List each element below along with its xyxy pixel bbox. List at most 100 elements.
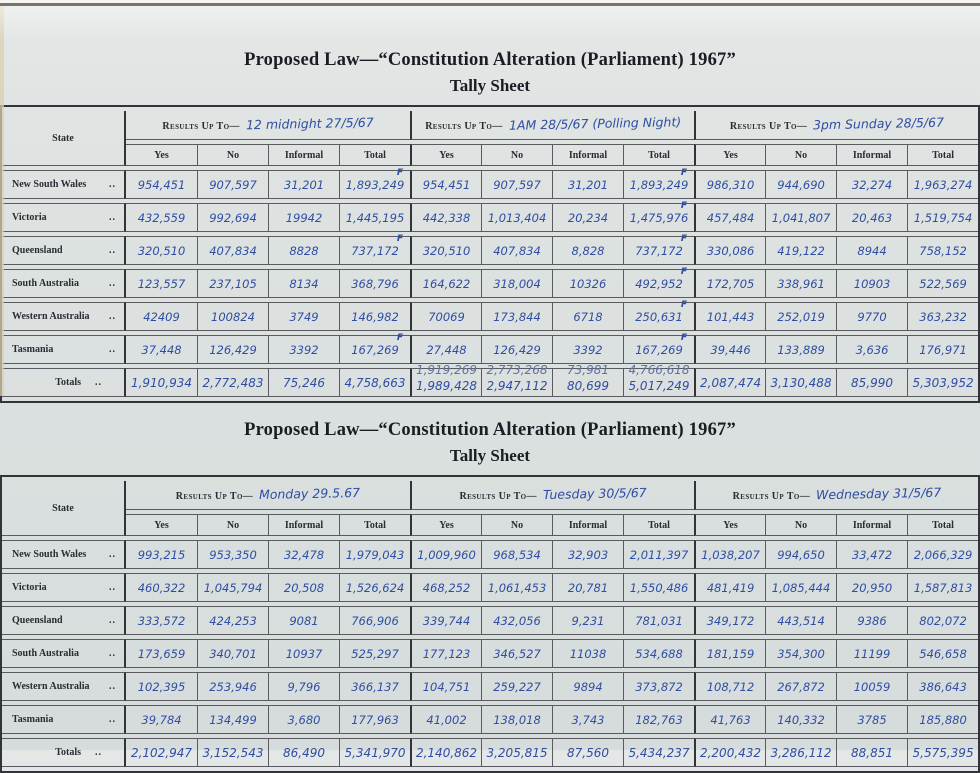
state-name-inner: Victoria..: [12, 582, 116, 593]
handwritten-figure: 20,950: [851, 580, 893, 595]
handwritten-figure: 101,443: [706, 309, 755, 324]
result-cell-informal: 11199: [836, 639, 908, 668]
state-name-inner: Totals..: [12, 747, 116, 758]
result-cell-no: 354,300: [765, 639, 837, 668]
state-row-queensland: Queensland.. 333,572 424,253 9081 766,906 339…: [2, 606, 979, 635]
result-cell-no: 907,597: [481, 170, 552, 199]
handwritten-figure: 2,200,432: [699, 745, 762, 760]
group-header-monday: Results Up To— Monday 29.5.67: [126, 481, 411, 510]
result-cell-informal: 9386: [836, 606, 908, 635]
leader-dots: ..: [109, 648, 116, 659]
handwritten-figure: 259,227: [493, 679, 541, 694]
handwritten-figure: 986,310: [706, 177, 755, 192]
handwritten-figure: 1,009,960: [417, 547, 476, 562]
result-cell-informal: 9081: [268, 606, 339, 635]
handwritten-figure: 968,534: [493, 547, 541, 562]
state-name-inner: Tasmania..: [12, 714, 116, 725]
state-name: Queensland: [12, 615, 63, 626]
handwritten-figure: 468,252: [422, 580, 471, 595]
page-subtitle-sheet2: Tally Sheet: [449, 446, 531, 465]
state-row-western-australia: Western Australia.. 42409 100824 3749 146,98…: [2, 300, 979, 331]
handwritten-figure: 252,019: [777, 309, 825, 324]
handwritten-figure: 41,002: [426, 712, 467, 727]
handwritten-figure: 185,880: [919, 712, 967, 727]
result-cell-informal: 3749: [268, 302, 339, 331]
state-name-cell: Queensland..: [2, 606, 126, 635]
handwritten-figure: 134,499: [209, 712, 257, 727]
result-cell-yes: 339,744: [410, 606, 482, 635]
result-cell-no: 134,499: [197, 705, 268, 734]
handwritten-figure: 138,018: [493, 712, 541, 727]
result-cell-total: 250,631 F: [623, 300, 695, 331]
column-header-informal: Informal: [836, 144, 908, 166]
handwritten-figure: 3,205,815: [486, 745, 548, 760]
result-cell-informal: 32,903: [552, 540, 624, 569]
handwritten-figure: 31,201: [567, 177, 609, 192]
handwritten-figure: 424,253: [209, 613, 257, 628]
handwritten-figure: 133,889: [777, 342, 825, 357]
column-header-total: Total: [623, 144, 695, 166]
handwritten-date: Monday 29.5.67: [259, 484, 361, 503]
column-header-informal: Informal: [268, 514, 339, 536]
result-cell-informal: 9,796: [268, 672, 339, 701]
result-cell-total: 1,475,976 F: [623, 201, 695, 232]
handwritten-figure: 100824: [211, 309, 255, 324]
result-cell-total: 177,963: [339, 705, 411, 734]
handwritten-figure: 3,286,112: [770, 745, 832, 760]
state-row-south-australia: South Australia.. 123,557 237,105 8134 368,7…: [2, 267, 979, 298]
state-name: South Australia: [12, 278, 79, 289]
handwritten-figure: 373,872: [635, 679, 683, 694]
totals-row: Totals.. 1,910,934 2,772,483 75,246 4,758,66…: [2, 364, 979, 397]
handwritten-figure: 320,510: [137, 243, 186, 258]
state-name: New South Wales: [12, 179, 87, 190]
state-name-inner: New South Wales..: [12, 179, 116, 190]
column-header-total: Total: [339, 144, 410, 166]
result-cell-yes: 181,159: [694, 639, 766, 668]
handwritten-figure: 20,781: [567, 580, 609, 595]
final-flag: F: [680, 201, 688, 211]
handwritten-figure: 3,680: [287, 712, 321, 727]
result-cell-total: 167,269 F: [339, 333, 410, 364]
result-cell-total: 5,575,395: [907, 738, 979, 767]
handwritten-figure: 546,658: [919, 646, 967, 661]
state-name: Victoria: [12, 582, 47, 593]
handwritten-figure: 1,989,428: [415, 379, 478, 393]
result-cell-informal: 6718: [552, 302, 623, 331]
result-cell-no: 126,429: [197, 335, 268, 364]
final-flag: F: [680, 168, 688, 178]
column-header-no: No: [197, 514, 268, 536]
handwritten-figure: 1,519,754: [913, 210, 973, 225]
result-cell-informal: 10937: [268, 639, 339, 668]
handwritten-figure: 2,140,862: [415, 745, 478, 760]
column-header-informal: Informal: [836, 514, 908, 536]
result-cell-total: 525,297: [339, 639, 411, 668]
final-flag: F: [680, 333, 688, 343]
result-cell-no: 994,650: [765, 540, 837, 569]
result-cell-total: 5,434,237: [623, 738, 695, 767]
handwritten-figure: 250,631: [635, 309, 683, 324]
handwritten-figure: 176,971: [919, 342, 967, 357]
handwritten-figure: 8134: [289, 276, 319, 291]
column-header-no: No: [481, 514, 553, 536]
result-cell-total: 5,341,970: [339, 738, 411, 767]
result-cell-informal: 3,636: [836, 335, 908, 364]
result-cell-no: 346,527: [481, 639, 553, 668]
handwritten-figure: 492,952: [635, 276, 683, 291]
handwritten-figure: 20,463: [851, 210, 893, 225]
column-header-no: No: [765, 514, 837, 536]
handwritten-figure: 10059: [853, 679, 891, 694]
result-cell-informal: 8828: [268, 236, 339, 265]
result-cell-yes: 1,919,269 1,989,428: [410, 364, 481, 397]
handwritten-figure: 2,066,329: [913, 547, 973, 562]
handwritten-figure: 1,061,453: [487, 580, 547, 595]
result-cell-no: 407,834: [481, 236, 552, 265]
handwritten-figure: 366,137: [351, 679, 399, 694]
handwritten-figure: 9770: [857, 309, 887, 324]
handwritten-figure: 172,705: [706, 276, 755, 291]
result-cell-yes: 104,751: [410, 672, 482, 701]
handwritten-figure: 5,434,237: [628, 745, 690, 760]
handwritten-date: 1AM 28/5/67 (Polling Night): [508, 114, 681, 133]
result-cell-no: 968,534: [481, 540, 553, 569]
result-cell-total: 363,232: [907, 302, 979, 331]
handwritten-figure: 457,484: [706, 210, 755, 225]
